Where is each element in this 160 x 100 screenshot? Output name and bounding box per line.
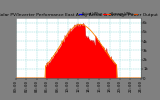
Title: Solar PV/Inverter Performance East Array Actual & Average Power Output: Solar PV/Inverter Performance East Array… <box>0 13 158 17</box>
Text: Watts: Watts <box>0 42 2 54</box>
Legend: Actual kWh=, , Average kWh=, : Actual kWh=, , Average kWh=, <box>77 11 139 18</box>
